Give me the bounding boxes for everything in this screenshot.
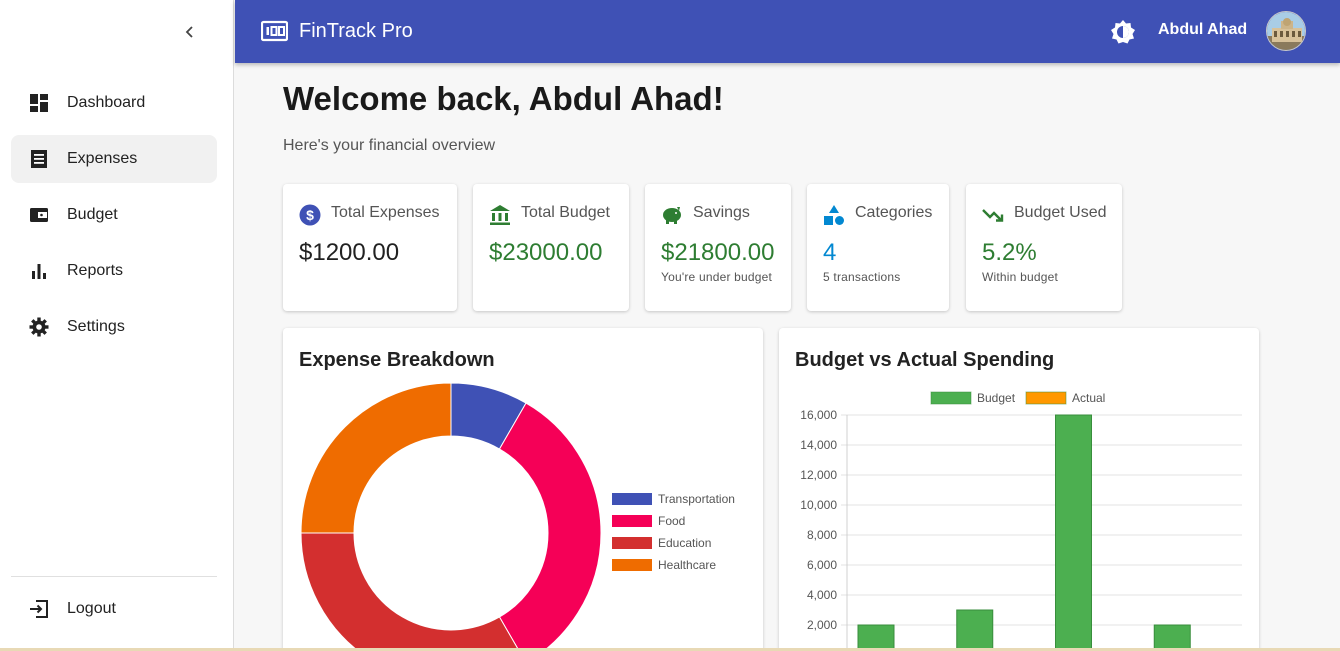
card-title: Categories (855, 204, 933, 221)
y-tick-label: 4,000 (807, 588, 837, 602)
logout-button[interactable]: Logout (11, 585, 217, 633)
legend-swatch (612, 559, 652, 571)
y-tick-label: 16,000 (800, 408, 837, 422)
window-bottom-edge (0, 648, 1340, 651)
legend-label: Transportation (658, 492, 735, 506)
card-value: $1200.00 (299, 239, 400, 266)
sidebar-item-label: Reports (67, 262, 124, 279)
app-bar: FinTrack Pro Abdul Ahad (235, 0, 1340, 63)
sidebar-item-label: Settings (67, 318, 125, 335)
app-title: FinTrack Pro (299, 20, 413, 42)
legend-label: Food (658, 514, 685, 528)
sidebar-item-expenses[interactable]: Expenses (11, 135, 217, 183)
logout-label: Logout (67, 600, 116, 617)
stat-card-total-expenses: $ Total Expenses $1200.00 (283, 184, 457, 311)
donut-slice (300, 382, 452, 534)
card-title: Savings (693, 204, 750, 221)
sidebar-item-budget[interactable]: Budget (11, 191, 217, 239)
card-note: You're under budget (661, 270, 773, 284)
expense-breakdown-chart: Transportation Food Education Healthcare (300, 382, 735, 651)
expense-breakdown-panel: Expense Breakdown Transportation Food Educ… (283, 328, 763, 651)
legend-swatch (612, 493, 652, 505)
legend-label: Actual (1072, 391, 1105, 405)
legend-swatch (1025, 391, 1067, 405)
card-note: Within budget (982, 270, 1058, 284)
legend-label: Budget (977, 391, 1016, 405)
stat-card-categories: Categories 4 5 transactions (807, 184, 949, 311)
sidebar-item-settings[interactable]: Settings (11, 303, 217, 351)
card-title: Total Budget (521, 204, 610, 221)
card-note: 5 transactions (823, 270, 901, 284)
legend-label: Healthcare (658, 558, 716, 572)
card-value: $23000.00 (489, 239, 603, 266)
bank-icon (489, 204, 511, 226)
stat-card-total-budget: Total Budget $23000.00 (473, 184, 629, 311)
dashboard-icon (28, 92, 50, 114)
logout-icon (28, 598, 50, 620)
panel-title: Budget vs Actual Spending (795, 349, 1055, 371)
legend-swatch (612, 515, 652, 527)
card-value: 4 (823, 239, 837, 266)
y-tick-label: 8,000 (807, 528, 837, 542)
wallet-icon (28, 204, 50, 226)
card-title: Budget Used (1014, 204, 1107, 221)
theme-toggle-button[interactable] (1110, 19, 1136, 45)
user-name: Abdul Ahad (1158, 21, 1248, 38)
piggy-bank-icon (661, 204, 683, 226)
avatar[interactable] (1266, 11, 1306, 51)
card-value: $21800.00 (661, 239, 775, 266)
legend-swatch (612, 537, 652, 549)
bar-budget (1153, 624, 1191, 651)
sidebar-item-label: Dashboard (67, 94, 146, 111)
sidebar-divider (11, 576, 217, 577)
stat-card-savings: Savings $21800.00 You're under budget (645, 184, 791, 311)
card-value: 5.2% (982, 239, 1037, 266)
panel-title: Expense Breakdown (299, 349, 495, 371)
donut-slice (498, 402, 602, 651)
sidebar: Dashboard Expenses Budget Reports (0, 0, 234, 651)
collapse-sidebar-button[interactable] (178, 20, 202, 44)
page-subtitle: Here's your financial overview (283, 137, 496, 154)
sidebar-item-dashboard[interactable]: Dashboard (11, 79, 217, 127)
y-tick-label: 10,000 (800, 498, 837, 512)
sidebar-item-reports[interactable]: Reports (11, 247, 217, 295)
bar-chart-icon (28, 260, 50, 282)
stat-card-budget-used: Budget Used 5.2% Within budget (966, 184, 1122, 311)
dollar-icon: $ (299, 204, 321, 226)
donut-slice (300, 532, 520, 651)
y-tick-label: 12,000 (800, 468, 837, 482)
y-tick-label: 2,000 (807, 618, 837, 632)
chevron-left-icon (185, 26, 193, 38)
brightness-icon (1111, 20, 1135, 44)
legend-label: Education (658, 536, 711, 550)
budget-vs-actual-chart: Budget Actual 2,000 4,000 6,000 8,000 10,000 12… (800, 391, 1242, 651)
gear-icon (28, 316, 50, 338)
shapes-icon (823, 204, 845, 226)
y-tick-label: 6,000 (807, 558, 837, 572)
bar-budget (1055, 414, 1092, 651)
card-title: Total Expenses (331, 204, 440, 221)
svg-text:$: $ (306, 207, 314, 223)
budget-vs-actual-panel: Budget vs Actual Spending Budget Actual 2,… (779, 328, 1259, 651)
page-title: Welcome back, Abdul Ahad! (283, 80, 724, 117)
sidebar-item-label: Expenses (67, 150, 138, 167)
trending-down-icon (982, 204, 1004, 226)
bar-budget (857, 624, 895, 651)
legend-swatch (930, 391, 972, 405)
bar-budget (956, 609, 994, 651)
sidebar-item-label: Budget (67, 206, 118, 223)
receipt-icon (28, 148, 50, 170)
money-icon (260, 19, 289, 48)
y-tick-label: 14,000 (800, 438, 837, 452)
